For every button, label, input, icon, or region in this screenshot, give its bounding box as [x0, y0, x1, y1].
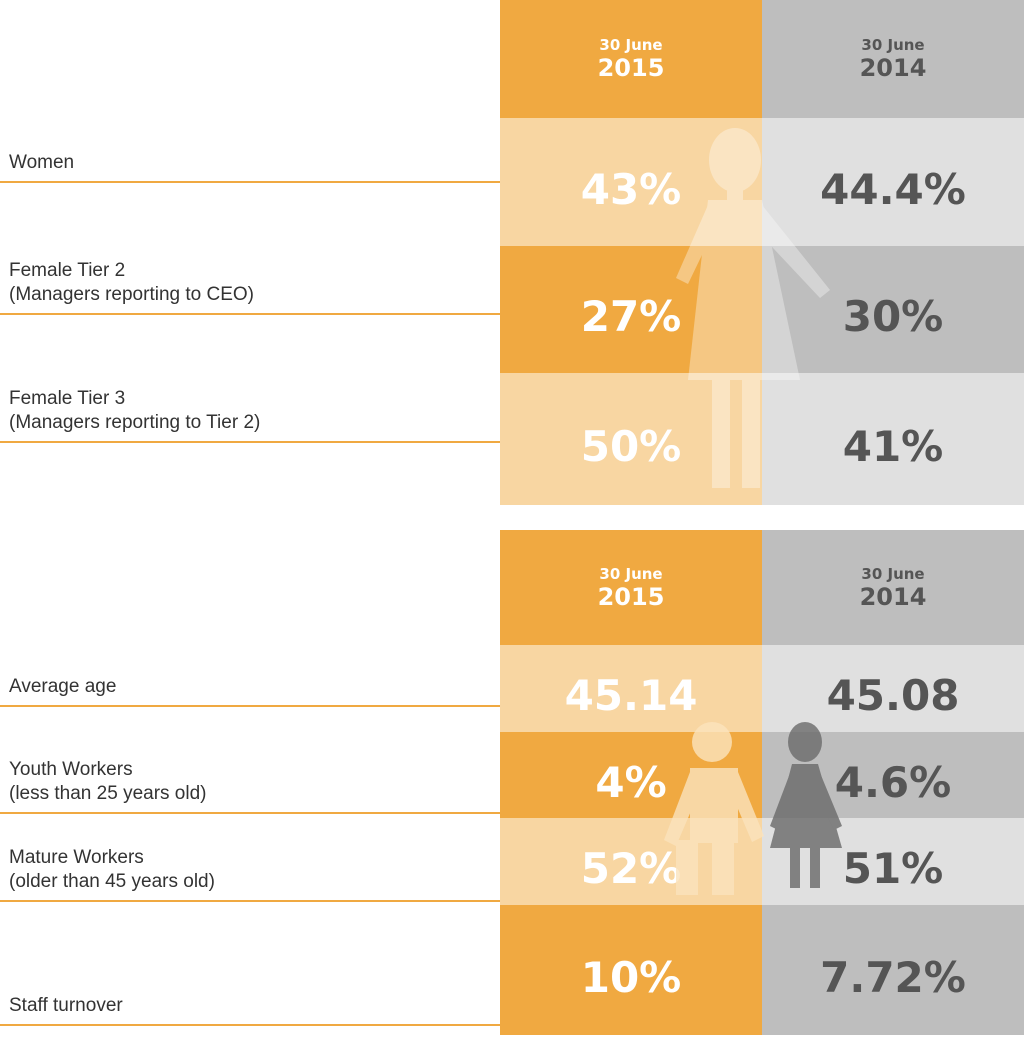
row-label: Women: [9, 151, 489, 175]
row-label: Staff turnover: [9, 994, 489, 1018]
label-rule: [0, 1024, 500, 1026]
header-year: 2015: [597, 582, 665, 611]
header-year: 2014: [859, 54, 927, 82]
label-rule: [0, 181, 500, 183]
label-line: Average age: [9, 676, 117, 697]
value: 4.6%: [834, 757, 952, 807]
label-rule: [0, 812, 500, 814]
value-cell: 44.4%: [762, 118, 1024, 246]
label-line: Staff turnover: [9, 995, 123, 1016]
value-cell: 50%: [500, 373, 762, 505]
column-header: 30 June 2015: [500, 530, 762, 645]
column-header: 30 June 2015: [500, 0, 762, 118]
value-cell: 30%: [762, 246, 1024, 373]
value: 52%: [580, 844, 682, 893]
value-cell: 43%: [500, 118, 762, 246]
value-cell: 45.14: [500, 645, 762, 732]
value-cell: 41%: [762, 373, 1024, 505]
value: 10%: [580, 952, 682, 1002]
header-date: 30 June: [861, 564, 925, 583]
value-cell: 10%: [500, 905, 762, 1035]
value-cell: 4%: [500, 732, 762, 818]
label-line: Mature Workers: [9, 847, 144, 868]
column-header: 30 June 2014: [762, 530, 1024, 645]
value-cell: 4.6%: [762, 732, 1024, 818]
value: 45.08: [826, 671, 960, 720]
value: 41%: [842, 421, 944, 471]
row-label: Female Tier 2 (Managers reporting to CEO): [9, 259, 489, 307]
row-label: Female Tier 3 (Managers reporting to Tier…: [9, 387, 489, 435]
value: 45.14: [564, 671, 698, 720]
label-line: Women: [9, 152, 75, 173]
value-cell: 45.08: [762, 645, 1024, 732]
value: 51%: [842, 844, 944, 893]
label-line: Youth Workers: [9, 759, 133, 780]
label-line: (Managers reporting to Tier 2): [9, 412, 261, 433]
header-date: 30 June: [599, 36, 663, 54]
value: 4%: [595, 757, 667, 807]
label-line: (older than 45 years old): [9, 871, 215, 892]
label-line: Female Tier 2: [9, 260, 126, 281]
label-rule: [0, 900, 500, 902]
value: 30%: [842, 292, 944, 341]
label-line: (less than 25 years old): [9, 783, 207, 804]
value: 44.4%: [820, 164, 966, 214]
row-label: Average age: [9, 675, 489, 699]
header-date: 30 June: [861, 36, 925, 54]
value: 7.72%: [820, 952, 966, 1002]
header-date: 30 June: [599, 564, 663, 583]
column-header: 30 June 2014: [762, 0, 1024, 118]
label-rule: [0, 313, 500, 315]
row-label: Mature Workers (older than 45 years old): [9, 846, 489, 894]
label-rule: [0, 441, 500, 443]
row-label: Youth Workers (less than 25 years old): [9, 758, 489, 806]
value-cell: 51%: [762, 818, 1024, 905]
value: 50%: [580, 421, 682, 471]
header-year: 2015: [597, 54, 665, 82]
header-year: 2014: [859, 582, 927, 611]
value-cell: 27%: [500, 246, 762, 373]
value: 27%: [580, 292, 682, 341]
value: 43%: [580, 164, 682, 214]
value-cell: 7.72%: [762, 905, 1024, 1035]
label-rule: [0, 705, 500, 707]
label-line: (Managers reporting to CEO): [9, 284, 254, 305]
value-cell: 52%: [500, 818, 762, 905]
label-line: Female Tier 3: [9, 388, 126, 409]
